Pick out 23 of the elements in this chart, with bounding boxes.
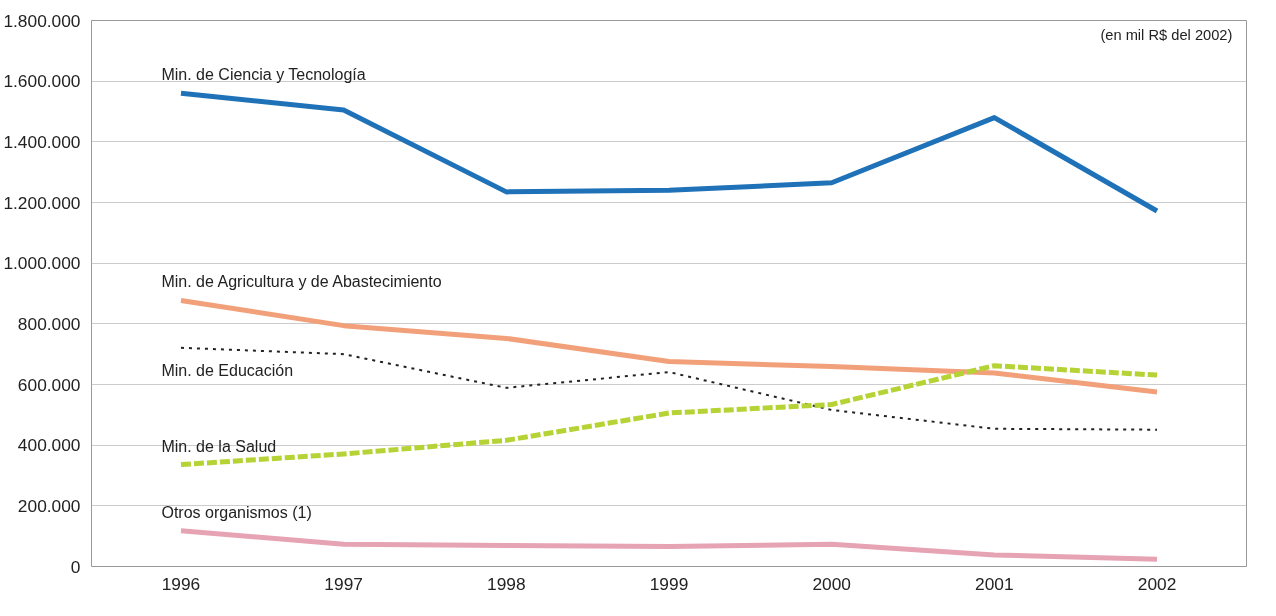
- y-tick-label: 1.400.000: [3, 131, 81, 152]
- y-tick-label: 400.000: [17, 435, 81, 456]
- y-tick-label: 600.000: [17, 374, 81, 395]
- x-tick-label: 2002: [1137, 573, 1177, 594]
- series-label: Otros organismos (1): [161, 503, 312, 521]
- series-label: Min. de Ciencia y Tecnología: [161, 66, 366, 84]
- y-tick-label: 1.000.000: [3, 253, 81, 274]
- annotation: (en mil R$ del 2002): [1100, 26, 1233, 43]
- x-tick-label: 2001: [975, 573, 1014, 594]
- y-tick-label: 0: [70, 556, 81, 577]
- series-label: Min. de Agricultura y de Abastecimiento: [161, 273, 442, 291]
- x-tick-label: 2000: [812, 573, 851, 594]
- series-label: Min. de Educación: [161, 361, 294, 379]
- x-tick-label: 1996: [161, 573, 201, 594]
- y-tick-label: 800.000: [17, 313, 81, 334]
- y-tick-label: 1.800.000: [3, 10, 81, 31]
- x-tick-label: 1997: [324, 573, 363, 594]
- y-tick-label: 1.200.000: [3, 192, 81, 213]
- series-label: Min. de la Salud: [161, 437, 277, 455]
- y-tick-label: 200.000: [17, 495, 81, 516]
- x-tick-label: 1998: [487, 573, 526, 594]
- x-tick-label: 1999: [649, 573, 689, 594]
- y-tick-label: 1.600.000: [3, 71, 81, 92]
